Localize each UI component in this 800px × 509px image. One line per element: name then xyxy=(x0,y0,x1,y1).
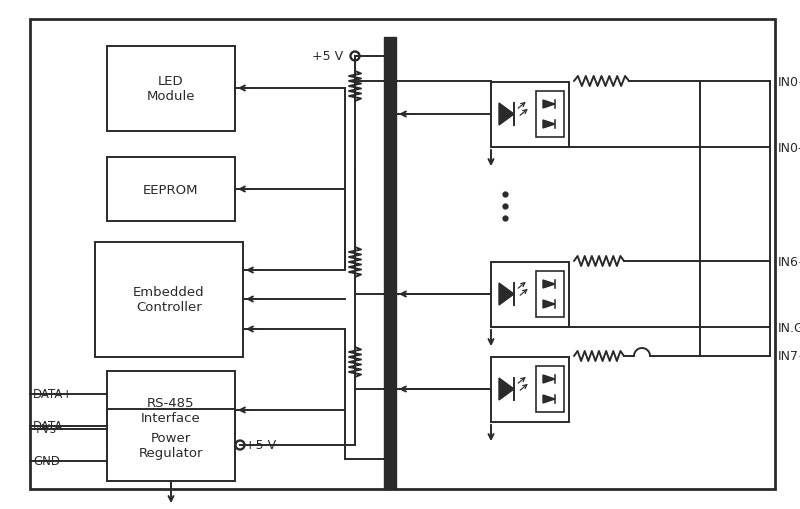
Text: RS-485
Interface: RS-485 Interface xyxy=(141,396,201,424)
Bar xyxy=(536,366,564,412)
Bar xyxy=(107,409,235,481)
Text: +5 V: +5 V xyxy=(245,439,276,451)
Polygon shape xyxy=(499,284,514,305)
Text: IN0-: IN0- xyxy=(778,141,800,154)
Polygon shape xyxy=(543,101,555,109)
Bar xyxy=(491,83,569,148)
Bar xyxy=(491,357,569,422)
Polygon shape xyxy=(543,300,555,308)
Polygon shape xyxy=(499,104,514,126)
Text: IN7+: IN7+ xyxy=(778,350,800,363)
Text: IN6+: IN6+ xyxy=(778,255,800,268)
Bar xyxy=(536,92,564,138)
Polygon shape xyxy=(499,378,514,400)
Bar xyxy=(95,242,243,357)
Text: +5 V: +5 V xyxy=(312,50,343,64)
Bar xyxy=(107,47,235,132)
Polygon shape xyxy=(543,280,555,289)
Text: DATA+: DATA+ xyxy=(33,388,74,401)
Text: IN.GND: IN.GND xyxy=(778,321,800,334)
Text: Embedded
Controller: Embedded Controller xyxy=(133,286,205,314)
Polygon shape xyxy=(543,375,555,383)
Text: IN0+: IN0+ xyxy=(778,75,800,89)
Bar xyxy=(107,371,235,449)
Text: GND: GND xyxy=(33,455,60,468)
Bar xyxy=(491,263,569,327)
Text: +Vs: +Vs xyxy=(33,422,57,436)
Text: DATA-: DATA- xyxy=(33,420,67,433)
Bar xyxy=(384,38,396,489)
Bar xyxy=(107,158,235,221)
Bar xyxy=(536,271,564,318)
Text: Power
Regulator: Power Regulator xyxy=(138,431,203,459)
Text: EEPROM: EEPROM xyxy=(143,183,198,196)
Polygon shape xyxy=(543,121,555,129)
Text: LED
Module: LED Module xyxy=(146,75,195,103)
Polygon shape xyxy=(543,395,555,403)
